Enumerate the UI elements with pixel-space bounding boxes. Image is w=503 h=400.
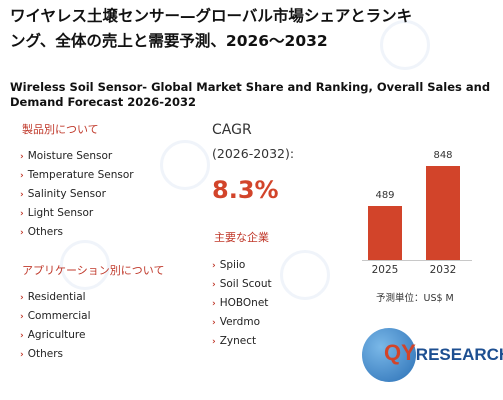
list-item: › HOBOnet: [212, 294, 272, 313]
qyresearch-logo: QYRESEARCH: [362, 326, 503, 386]
bullet-icon: ›: [20, 331, 24, 341]
application-label: Residential: [27, 291, 86, 303]
page-title-jp: ワイヤレス土壌センサー—グローバル市場シェアとランキ ング、全体の売上と需要予測…: [10, 4, 498, 54]
chart-unit-label: 予測単位：US$ M: [376, 293, 454, 304]
product-label: Temperature Sensor: [27, 169, 134, 181]
watermark-logo: [380, 20, 430, 70]
cagr-label: CAGR: [212, 122, 252, 138]
bullet-icon: ›: [20, 293, 24, 303]
list-item: › Verdmo: [212, 313, 272, 332]
products-heading: 製品別について: [22, 123, 99, 136]
companies-list: › Spiio › Soil Scout › HOBOnet › Verdmo › Zyn…: [212, 256, 272, 351]
bullet-icon: ›: [20, 350, 24, 360]
bullet-icon: ›: [20, 152, 24, 162]
chart-category-label: 2025: [371, 264, 399, 276]
title-jp-line1: ワイヤレス土壌センサー—グローバル市場シェアとランキ: [10, 7, 413, 25]
watermark-logo: [160, 140, 210, 190]
chart-category-label: 2032: [429, 264, 457, 276]
bullet-icon: ›: [20, 312, 24, 322]
applications-heading: アプリケーション別について: [22, 264, 165, 277]
list-item: › Salinity Sensor: [20, 185, 134, 204]
company-label: HOBOnet: [219, 297, 269, 309]
watermark-logo: [280, 250, 330, 300]
list-item: › Agriculture: [20, 326, 91, 345]
chart-value-label: 489: [375, 190, 395, 201]
chart-value-label: 848: [433, 150, 453, 161]
title-jp-line2: ング、全体の売上と需要予測、2026～2032: [10, 32, 328, 50]
bullet-icon: ›: [212, 318, 216, 328]
bullet-icon: ›: [20, 228, 24, 238]
chart-bar: [426, 166, 460, 260]
products-list: › Moisture Sensor › Temperature Sensor › Sa…: [20, 147, 134, 242]
company-label: Zynect: [219, 335, 257, 347]
chart-baseline: [362, 260, 472, 261]
bullet-icon: ›: [212, 261, 216, 271]
list-item: › Others: [20, 223, 134, 242]
cagr-period: (2026-2032):: [212, 146, 295, 161]
logo-wordmark: QYRESEARCH: [384, 340, 503, 365]
cagr-value: 8.3%: [212, 176, 279, 204]
companies-heading: 主要な企業: [214, 231, 269, 244]
list-item: › Zynect: [212, 332, 272, 351]
applications-list: › Residential › Commercial › Agriculture › O…: [20, 288, 91, 364]
company-label: Spiio: [219, 259, 246, 271]
logo-globe-icon: [362, 328, 416, 382]
product-label: Moisture Sensor: [27, 150, 113, 162]
watermark-logo: [60, 240, 110, 290]
list-item: › Moisture Sensor: [20, 147, 134, 166]
application-label: Commercial: [27, 310, 91, 322]
list-item: › Others: [20, 345, 91, 364]
bullet-icon: ›: [20, 171, 24, 181]
list-item: › Spiio: [212, 256, 272, 275]
application-label: Others: [27, 348, 64, 360]
bullet-icon: ›: [212, 299, 216, 309]
bullet-icon: ›: [212, 280, 216, 290]
list-item: › Residential: [20, 288, 91, 307]
chart-bar: [368, 206, 402, 260]
list-item: › Temperature Sensor: [20, 166, 134, 185]
list-item: › Soil Scout: [212, 275, 272, 294]
list-item: › Light Sensor: [20, 204, 134, 223]
page-title-en: Wireless Soil Sensor- Global Market Shar…: [10, 80, 491, 109]
bullet-icon: ›: [20, 209, 24, 219]
product-label: Salinity Sensor: [27, 188, 106, 200]
company-label: Verdmo: [219, 316, 260, 328]
bullet-icon: ›: [20, 190, 24, 200]
company-label: Soil Scout: [219, 278, 272, 290]
list-item: › Commercial: [20, 307, 91, 326]
bullet-icon: ›: [212, 337, 216, 347]
product-label: Others: [27, 226, 64, 238]
product-label: Light Sensor: [27, 207, 94, 219]
application-label: Agriculture: [27, 329, 86, 341]
